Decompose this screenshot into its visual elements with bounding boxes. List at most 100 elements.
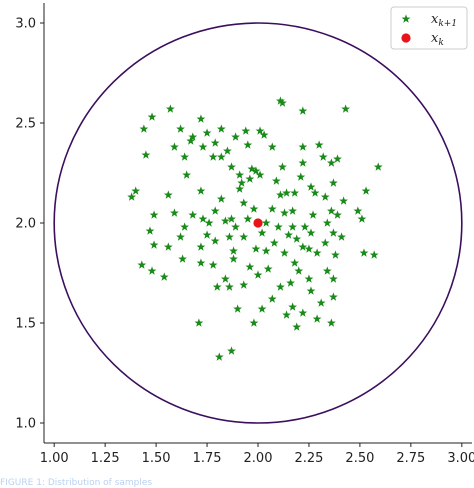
star-point: [210, 138, 220, 147]
star-point: [216, 152, 226, 161]
star-point: [202, 230, 212, 239]
star-point: [282, 188, 291, 197]
star-point: [261, 246, 271, 255]
x-tick-label: 1.50: [142, 451, 171, 466]
star-point: [149, 240, 159, 249]
star-point: [276, 190, 285, 199]
star-point: [212, 282, 222, 291]
star-point: [216, 124, 226, 133]
star-point: [176, 124, 185, 133]
star-point: [274, 222, 283, 231]
x-tick-label: 2.50: [345, 451, 374, 466]
star-point: [239, 232, 249, 241]
star-point: [333, 210, 342, 219]
star-point: [269, 238, 279, 247]
star-point: [127, 192, 137, 201]
star-point: [180, 222, 189, 231]
x-tick-label: 2.25: [294, 451, 323, 466]
star-point: [322, 218, 332, 227]
star-point: [214, 352, 224, 361]
y-tick-label: 3.0: [15, 17, 36, 32]
star-point: [149, 210, 159, 219]
star-point: [233, 304, 242, 313]
star-point: [196, 114, 206, 123]
x-tick-label: 2.00: [244, 451, 273, 466]
star-point: [353, 206, 363, 215]
star-point: [333, 154, 342, 163]
star-point: [327, 158, 336, 167]
star-point: [288, 206, 298, 215]
star-point: [253, 270, 263, 279]
star-point: [341, 104, 351, 113]
star-point: [147, 266, 157, 275]
star-point: [163, 242, 173, 251]
star-point: [327, 318, 336, 327]
y-tick-label: 1.5: [15, 317, 36, 332]
star-point: [231, 132, 240, 141]
star-point: [327, 206, 336, 215]
star-point: [239, 198, 249, 207]
star-point: [284, 230, 293, 239]
star-point: [312, 248, 322, 257]
star-point: [170, 142, 179, 151]
star-point: [259, 130, 269, 139]
star-point: [243, 140, 253, 149]
x-tick-label: 1.75: [193, 451, 222, 466]
star-point: [225, 232, 234, 241]
y-tick-label: 1.0: [15, 417, 36, 432]
points-layer: [127, 96, 383, 361]
star-point: [359, 248, 369, 257]
star-point: [257, 228, 267, 237]
star-point: [196, 186, 206, 195]
star-point: [245, 174, 255, 183]
star-point: [249, 204, 259, 213]
star-point: [251, 244, 261, 253]
star-point: [239, 280, 249, 289]
star-point: [304, 274, 314, 283]
star-point: [178, 254, 187, 263]
star-point: [188, 210, 198, 219]
star-point: [255, 126, 265, 135]
figure-caption: FIGURE 1: Distribution of samples: [0, 478, 153, 488]
star-point: [329, 178, 338, 187]
star-point: [298, 106, 308, 115]
x-tick-label: 3.00: [447, 451, 474, 466]
star-point: [267, 204, 277, 213]
star-point: [182, 170, 192, 179]
star-point: [196, 242, 206, 251]
legend-label-main: x: [431, 12, 439, 27]
legend: xk+1xk: [390, 6, 468, 50]
star-point: [357, 214, 367, 223]
axes: 1.00 1.25 1.50 1.75 2.00 2.25 2.50 2.75 3.00 1.0 1…: [15, 3, 474, 466]
star-point: [276, 96, 285, 105]
star-point: [147, 112, 157, 121]
star-point: [329, 292, 338, 301]
star-point: [208, 260, 218, 269]
star-point: [261, 218, 271, 227]
star-point: [245, 262, 255, 271]
star-point: [210, 236, 220, 245]
star-point: [298, 158, 308, 167]
star-point: [290, 188, 300, 197]
star-point: [170, 208, 179, 217]
star-point: [198, 142, 208, 151]
x-tick-label: 1.25: [91, 451, 120, 466]
star-point: [312, 314, 322, 323]
star-point: [316, 298, 326, 307]
current-point-marker: [253, 218, 263, 228]
star-point: [267, 142, 277, 151]
star-point: [237, 178, 247, 187]
star-point: [304, 244, 314, 253]
legend-star-marker: [401, 14, 411, 23]
legend-label: xk+1: [431, 12, 457, 29]
star-point: [221, 274, 230, 283]
star-point: [227, 346, 236, 355]
star-point: [300, 222, 310, 231]
star-point: [263, 264, 273, 273]
star-point: [320, 238, 330, 247]
star-point: [176, 232, 185, 241]
star-point: [288, 302, 298, 311]
star-point: [225, 282, 234, 291]
star-point: [329, 228, 338, 237]
